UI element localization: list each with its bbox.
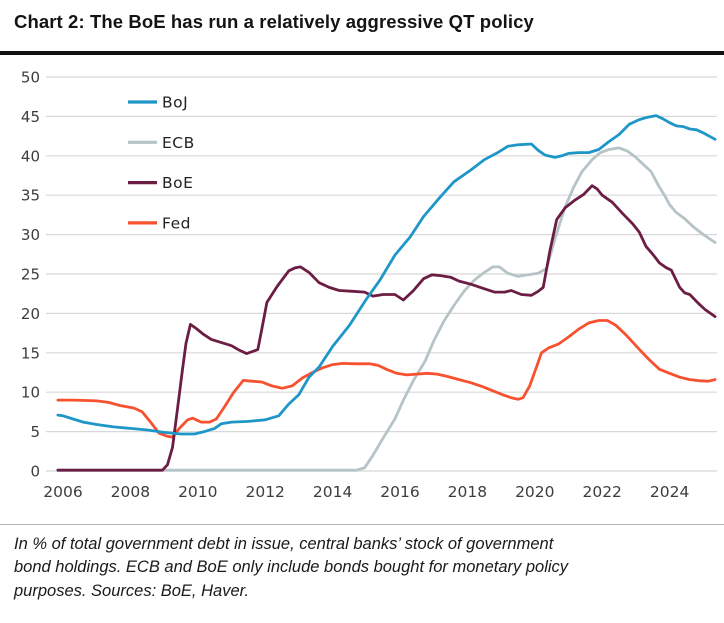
legend-label-ecb: ECB (162, 134, 195, 152)
series-line-boj (56, 114, 717, 436)
x-tick-label: 2006 (43, 483, 82, 501)
footnote-line: purposes. Sources: BoE, Haver. (14, 581, 250, 600)
series-line-ecb (56, 146, 717, 472)
x-tick-label: 2016 (380, 483, 419, 501)
legend-item-boe: BoE (128, 174, 193, 192)
y-tick-label: 25 (21, 266, 40, 284)
y-tick-label: 0 (30, 463, 40, 481)
series-line-fed (56, 319, 717, 439)
x-tick-label: 2018 (448, 483, 487, 501)
legend-label-boe: BoE (162, 174, 193, 192)
series-line-boe (56, 184, 717, 472)
x-tick-label: 2012 (245, 483, 284, 501)
y-tick-label: 30 (21, 226, 40, 244)
x-tick-label: 2008 (111, 483, 150, 501)
footnote-line: In % of total government debt in issue, … (14, 535, 554, 553)
chart-canvas: 0 5 10 15 20 25 30 35 40 45 50 2006 2008 2010 2012 2014… (21, 69, 717, 501)
y-tick-label: 10 (21, 384, 40, 402)
chart-title: Chart 2: The BoE has run a relatively ag… (14, 11, 534, 32)
x-tick-label: 2024 (650, 483, 689, 501)
y-tick-label: 35 (21, 187, 40, 205)
x-tick-label: 2010 (178, 483, 217, 501)
y-tick-label: 40 (21, 147, 40, 165)
footnote-divider-rule (0, 524, 724, 525)
legend-label-fed: Fed (162, 214, 191, 232)
legend-label-boj: BoJ (162, 94, 188, 112)
footnote-line: bond holdings. ECB and BoE only include … (14, 558, 569, 577)
x-tick-label: 2014 (313, 483, 352, 501)
y-tick-label: 15 (21, 344, 40, 362)
y-tick-label: 5 (30, 423, 40, 441)
legend-item-fed: Fed (128, 214, 191, 232)
y-tick-label: 50 (21, 69, 40, 87)
y-tick-label: 45 (21, 108, 40, 126)
legend-item-ecb: ECB (128, 134, 195, 152)
y-tick-label: 20 (21, 305, 40, 323)
x-tick-label: 2022 (582, 483, 621, 501)
chart-footnote: In % of total government debt in issue, … (14, 533, 714, 603)
legend-item-boj: BoJ (128, 94, 188, 112)
x-tick-label: 2020 (515, 483, 554, 501)
chart-area: 0 5 10 15 20 25 30 35 40 45 50 2006 2008 2010 2012 2014… (0, 60, 724, 512)
title-divider-rule (0, 51, 724, 55)
